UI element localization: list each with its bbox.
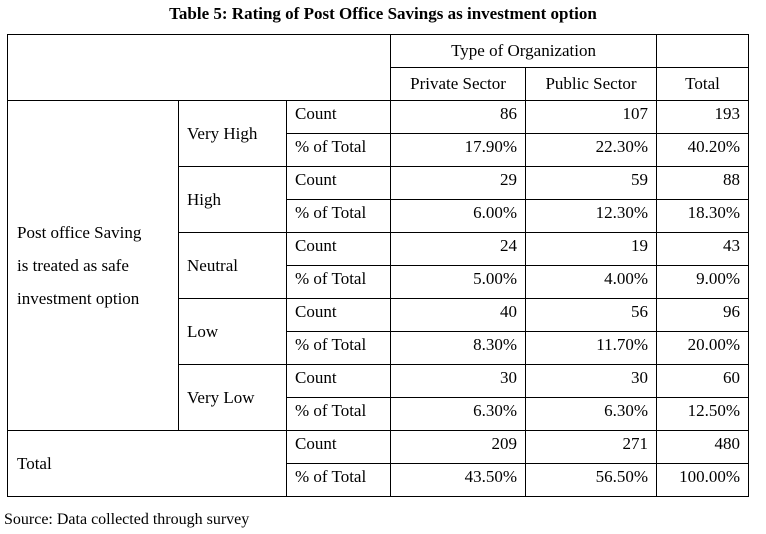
header-empty-cell	[656, 34, 750, 68]
table-row: % of Total 6.00% 12.30% 18.30%	[8, 199, 750, 233]
total-pct-cell: 43.50%	[390, 463, 527, 497]
count-cell: 86	[390, 100, 527, 134]
source-note: Source: Data collected through survey	[4, 511, 250, 528]
pct-cell: 6.30%	[390, 397, 527, 431]
col-header-private: Private Sector	[390, 67, 527, 101]
measure-pct-label: % of Total	[285, 265, 392, 299]
pct-cell: 18.30%	[656, 199, 750, 233]
col-header-total: Total	[656, 67, 750, 101]
row-group-label: Post office Saving is treated as safe inve…	[7, 100, 179, 431]
count-cell: 60	[656, 364, 750, 398]
measure-count-label: Count	[285, 232, 392, 266]
count-cell: 96	[656, 298, 750, 332]
total-pct-cell: 100.00%	[656, 463, 750, 497]
table-row: Neutral Count 24 19 43	[8, 232, 750, 299]
pct-cell: 12.30%	[525, 199, 658, 233]
total-pct-cell: 56.50%	[525, 463, 658, 497]
category-label: Low	[178, 298, 287, 365]
count-cell: 19	[525, 232, 658, 266]
total-row: Total Count 209 271 480	[7, 430, 750, 497]
measure-pct-label: % of Total	[285, 397, 392, 431]
pct-cell: 6.00%	[390, 199, 527, 233]
count-cell: 88	[656, 166, 750, 200]
row-group-label-line: investment option	[17, 289, 140, 308]
pct-cell: 22.30%	[525, 133, 658, 167]
row-group-label-line: Post office Saving	[17, 223, 142, 242]
count-cell: 59	[525, 166, 658, 200]
pct-cell: 40.20%	[656, 133, 750, 167]
measure-count-label: Count	[285, 298, 392, 332]
total-count-cell: 271	[525, 430, 658, 464]
count-cell: 30	[390, 364, 527, 398]
measure-pct-label: % of Total	[285, 133, 392, 167]
category-label: Neutral	[178, 232, 287, 299]
table-row: % of Total 6.30% 6.30% 12.50%	[8, 397, 750, 431]
total-count-cell: 480	[656, 430, 750, 464]
measure-count-label: Count	[285, 430, 392, 464]
count-cell: 56	[525, 298, 658, 332]
pct-cell: 17.90%	[390, 133, 527, 167]
category-label: Very High	[178, 100, 287, 167]
count-cell: 43	[656, 232, 750, 266]
table-row: High Count 29 59 88	[8, 166, 750, 233]
table-row: % of Total 8.30% 11.70% 20.00%	[8, 331, 750, 365]
type-of-organization-header: Type of Organization	[390, 34, 658, 68]
table-row: % of Total 5.00% 4.00% 9.00%	[8, 265, 750, 299]
row-group-label-line: is treated as safe	[17, 256, 129, 275]
table-row: Low Count 40 56 96	[8, 298, 750, 365]
pct-cell: 6.30%	[525, 397, 658, 431]
total-label: Total	[7, 430, 287, 497]
pct-cell: 20.00%	[656, 331, 750, 365]
measure-count-label: Count	[285, 100, 392, 134]
measure-pct-label: % of Total	[285, 463, 392, 497]
table-row: % of Total 17.90% 22.30% 40.20%	[8, 133, 750, 167]
count-cell: 107	[525, 100, 658, 134]
count-cell: 30	[525, 364, 658, 398]
rating-table: Type of Organization Private Sector Publ…	[6, 34, 750, 497]
measure-pct-label: % of Total	[285, 199, 392, 233]
table-row: Post office Saving is treated as safe inve…	[7, 100, 750, 431]
pct-cell: 4.00%	[525, 265, 658, 299]
pct-cell: 9.00%	[656, 265, 750, 299]
measure-pct-label: % of Total	[285, 331, 392, 365]
count-cell: 40	[390, 298, 527, 332]
header-row-1: Type of Organization	[6, 34, 750, 101]
category-label: High	[178, 166, 287, 233]
count-cell: 24	[390, 232, 527, 266]
count-cell: 193	[656, 100, 750, 134]
total-count-cell: 209	[390, 430, 527, 464]
header-row-2: Private Sector Public Sector Total	[8, 67, 750, 101]
table-title: Table 5: Rating of Post Office Savings a…	[169, 4, 597, 23]
measure-count-label: Count	[285, 364, 392, 398]
col-header-public: Public Sector	[525, 67, 658, 101]
pct-cell: 8.30%	[390, 331, 527, 365]
count-cell: 29	[390, 166, 527, 200]
pct-cell: 11.70%	[525, 331, 658, 365]
pct-cell: 5.00%	[390, 265, 527, 299]
total-row: % of Total 43.50% 56.50% 100.00%	[8, 463, 750, 497]
header-blank	[6, 34, 392, 101]
measure-count-label: Count	[285, 166, 392, 200]
category-label: Very Low	[178, 364, 287, 431]
pct-cell: 12.50%	[656, 397, 750, 431]
